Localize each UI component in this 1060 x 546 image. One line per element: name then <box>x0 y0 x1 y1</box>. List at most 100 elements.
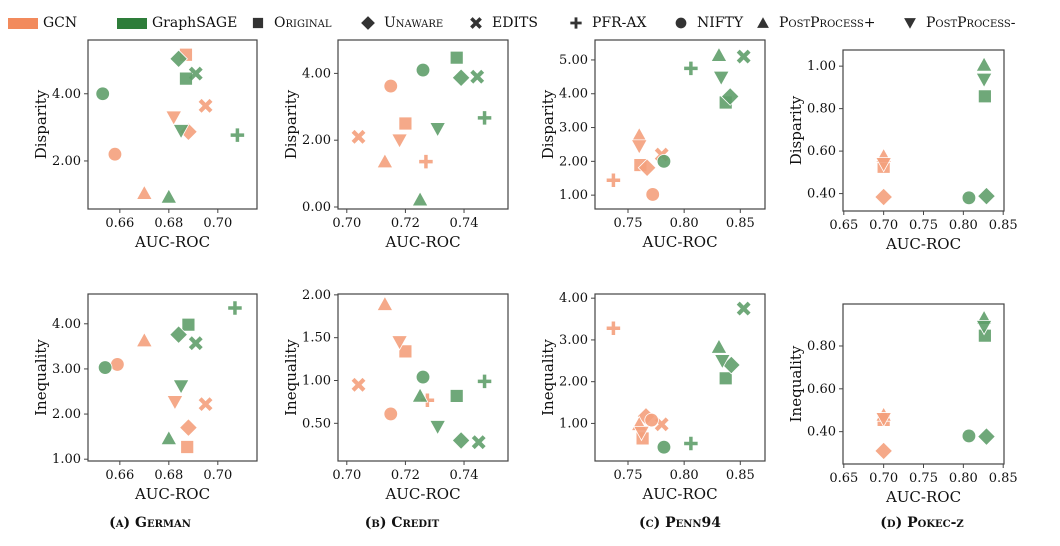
legend-item-postprocess: PostProcess+ <box>755 10 876 36</box>
y-tick-label: 1.00 <box>807 59 836 74</box>
point-gcn-original <box>398 116 413 131</box>
point-graphsage-postprocess <box>160 188 178 204</box>
plus-icon <box>569 16 583 30</box>
point-gcn-edits <box>198 98 213 113</box>
y-tick-label: 0.60 <box>807 144 836 159</box>
point-graphsage-postprocess <box>975 56 993 72</box>
point-gcn-nifty <box>107 147 123 162</box>
x-tick-label: 0.75 <box>614 468 643 483</box>
x-tick-label: 0.85 <box>989 218 1018 233</box>
point-graphsage-unaware <box>169 49 188 69</box>
point-graphsage-original <box>449 389 464 403</box>
legend-label: Original <box>274 15 332 31</box>
caption-pokec-z: (d) Pokec-z <box>880 515 963 531</box>
point-gcn-original <box>398 344 413 359</box>
y-tick-label: 0.00 <box>302 200 331 215</box>
panel-credit-inequality: 0.70 0.72 0.74 0.50 1.00 1.50 2.00 AUC-ROC Inequ… <box>282 288 509 503</box>
y-tick-label: 0.50 <box>302 416 331 431</box>
y-tick-label: 2.00 <box>52 154 81 169</box>
point-graphsage-pfr-ax <box>477 110 493 126</box>
y-axis-label: Disparity <box>282 89 300 159</box>
point-gcn-unaware <box>637 158 657 178</box>
point-graphsage-pfr-ax <box>683 60 699 76</box>
point-graphsage-postprocess <box>411 191 429 207</box>
x-tick-label: 0.70 <box>203 468 232 483</box>
y-tick-label: 1.00 <box>559 416 588 431</box>
point-graphsage-postprocess <box>429 420 447 436</box>
panel-german-disparity: 0.66 0.68 0.70 2.00 4.00 AUC-ROC Disparity <box>32 39 258 251</box>
point-graphsage-nifty <box>656 439 672 455</box>
point-graphsage-original <box>179 71 193 86</box>
caption-text: (a) German <box>109 515 191 531</box>
point-gcn-nifty <box>383 78 398 94</box>
y-axis-label: Disparity <box>32 89 50 159</box>
point-gcn-postprocess <box>165 110 183 126</box>
y-axis-label: Inequality <box>32 339 50 416</box>
x-axis-label: AUC-ROC <box>641 485 717 503</box>
x-tick-label: 0.85 <box>726 216 755 231</box>
y-tick-label: 2.00 <box>559 375 588 390</box>
point-graphsage-unaware <box>451 431 471 450</box>
x-tick-label: 0.80 <box>949 471 978 486</box>
y-tick-label: 2.00 <box>559 154 588 169</box>
x-tick-label: 0.70 <box>869 218 898 233</box>
point-gcn-unaware <box>874 187 893 207</box>
legend-item-unaware: Unaware <box>360 10 443 36</box>
point-graphsage-edits <box>470 69 485 84</box>
point-gcn-unaware <box>179 418 198 437</box>
point-graphsage-nifty <box>961 190 977 206</box>
panel-pokec-z-inequality: 0.65 0.70 0.75 0.80 0.85 0.40 0.60 0.80 AUC-ROC I… <box>787 303 1018 506</box>
point-gcn-unaware <box>874 441 893 461</box>
point-graphsage-postprocess <box>160 429 178 446</box>
panel-penn94-inequality: 0.75 0.80 0.85 1.00 2.00 3.00 4.00 AUC-ROC Inequ… <box>539 291 766 503</box>
legend: GCN GraphSAGE Original Unaware EDITS PFR-AX NI… <box>0 10 1060 36</box>
point-gcn-pfr-ax <box>605 172 621 188</box>
point-gcn-pfr-ax <box>605 320 621 336</box>
caption-text: (b) Credit <box>364 515 440 531</box>
point-graphsage-unaware <box>720 87 740 106</box>
legend-label: PostProcess- <box>926 15 1016 31</box>
point-graphsage-nifty <box>961 428 977 444</box>
legend-label: EDITS <box>492 15 538 31</box>
point-gcn-postprocess <box>630 126 648 142</box>
plot-frame <box>337 39 509 210</box>
y-tick-label: 2.00 <box>302 133 331 148</box>
y-tick-label: 0.80 <box>807 102 836 117</box>
point-gcn-postprocess <box>875 157 893 173</box>
point-graphsage-pfr-ax <box>229 127 245 143</box>
x-axis-label: AUC-ROC <box>384 485 460 503</box>
y-tick-label: 5.00 <box>559 53 588 68</box>
x-icon <box>470 17 482 29</box>
x-tick-label: 0.80 <box>670 216 699 231</box>
point-graphsage-postprocess <box>713 354 731 370</box>
x-axis-label: AUC-ROC <box>134 485 210 503</box>
point-graphsage-pfr-ax <box>683 435 699 452</box>
x-tick-label: 0.85 <box>726 468 755 483</box>
x-tick-label: 0.68 <box>154 216 183 231</box>
y-tick-label: 1.00 <box>302 373 331 388</box>
point-graphsage-postprocess <box>710 46 728 62</box>
x-tick-label: 0.70 <box>203 216 232 231</box>
x-axis-label: AUC-ROC <box>641 233 717 251</box>
panel-penn94-disparity: 0.75 0.80 0.85 1.00 2.00 3.00 4.00 5.00 AUC-ROC D… <box>539 39 766 251</box>
plot-frame <box>87 39 258 210</box>
legend-item-original: Original <box>250 10 332 36</box>
y-tick-label: 3.00 <box>52 362 81 377</box>
y-tick-label: 3.00 <box>559 333 588 348</box>
point-gcn-nifty <box>383 406 398 422</box>
x-tick-label: 0.65 <box>829 218 858 233</box>
x-tick-label: 0.65 <box>829 471 858 486</box>
point-graphsage-unaware <box>977 186 996 206</box>
point-gcn-pfr-ax <box>418 154 434 170</box>
legend-item-graphsage: GraphSAGE <box>117 10 237 36</box>
caption-credit: (b) Credit <box>365 515 439 531</box>
y-tick-label: 2.00 <box>52 407 81 422</box>
y-tick-label: 2.00 <box>302 288 331 303</box>
x-axis-label: AUC-ROC <box>885 488 961 506</box>
point-graphsage-postprocess <box>975 320 993 336</box>
legend-item-nifty: NIFTY <box>673 10 743 36</box>
x-tick-label: 0.70 <box>869 471 898 486</box>
point-gcn-postprocess <box>376 152 394 169</box>
point-gcn-postprocess <box>391 133 409 149</box>
x-tick-label: 0.66 <box>105 216 134 231</box>
